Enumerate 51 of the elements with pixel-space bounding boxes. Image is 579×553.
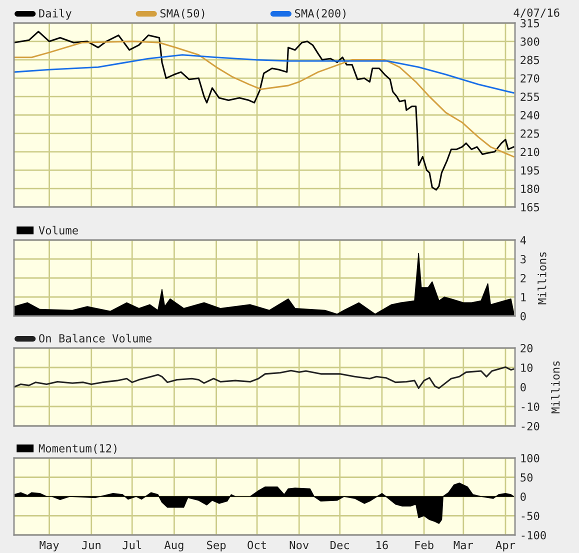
x-tick-label: Feb xyxy=(415,540,434,550)
legend-label: Volume xyxy=(38,226,78,235)
y-tick-label: 10 xyxy=(521,364,533,372)
y-tick-label: 240 xyxy=(520,111,540,120)
y-tick-label: -100 xyxy=(522,531,546,540)
legend-label: On Balance Volume xyxy=(39,334,152,343)
x-tick-label: Dec xyxy=(330,540,349,550)
y-tick-label: 195 xyxy=(521,166,540,175)
y-tick-label: 50 xyxy=(520,473,533,482)
y-tick-label: 210 xyxy=(520,148,540,156)
legend-label: Momentum(12) xyxy=(38,444,116,454)
y-tick-label: 1 xyxy=(521,293,526,302)
line-series xyxy=(14,366,514,389)
y-tick-label: 3 xyxy=(520,255,526,264)
legend-label: Daily xyxy=(39,8,72,20)
y-tick-label: 225 xyxy=(520,129,540,138)
y-tick-label: -10 xyxy=(522,402,540,411)
line-series xyxy=(14,54,514,94)
y-tick-label: -50 xyxy=(522,512,540,520)
x-tick-label: Apr xyxy=(496,540,516,552)
y-axis-title: Millions xyxy=(538,252,546,304)
x-tick-label: Sep xyxy=(207,540,226,552)
y-tick-label: 4 xyxy=(520,236,526,244)
legend-label: SMA(50) xyxy=(160,8,204,19)
legend-label: SMA(200) xyxy=(295,8,346,19)
x-tick-label: Mar xyxy=(454,540,474,550)
y-tick-label: 180 xyxy=(521,184,540,194)
x-tick-label: May xyxy=(40,540,59,552)
line-series xyxy=(14,30,514,191)
y-tick-label: 315 xyxy=(520,19,540,28)
x-tick-label: Jul xyxy=(122,540,142,550)
y-tick-label: 2 xyxy=(520,274,526,282)
y-tick-label: 20 xyxy=(520,344,533,352)
y-tick-label: 255 xyxy=(520,92,540,102)
x-tick-label: Oct xyxy=(248,540,266,550)
y-axis-title: Millions xyxy=(551,361,560,414)
x-tick-label: 16 xyxy=(376,540,388,550)
line-series xyxy=(14,40,514,158)
y-tick-label: 300 xyxy=(520,37,540,46)
y-tick-label: 270 xyxy=(520,74,540,83)
y-tick-label: 0 xyxy=(520,492,526,501)
y-tick-label: 0 xyxy=(520,312,526,320)
y-tick-label: -20 xyxy=(522,422,540,430)
y-tick-label: 0 xyxy=(520,383,526,392)
y-tick-label: 165 xyxy=(521,203,540,212)
y-tick-label: 100 xyxy=(521,454,540,462)
text: 4/07/16 xyxy=(514,8,560,18)
x-tick-label: Aug xyxy=(164,540,184,552)
x-tick-label: Jun xyxy=(82,540,100,550)
y-tick-label: 285 xyxy=(520,56,540,64)
x-tick-label: Nov xyxy=(290,540,309,550)
